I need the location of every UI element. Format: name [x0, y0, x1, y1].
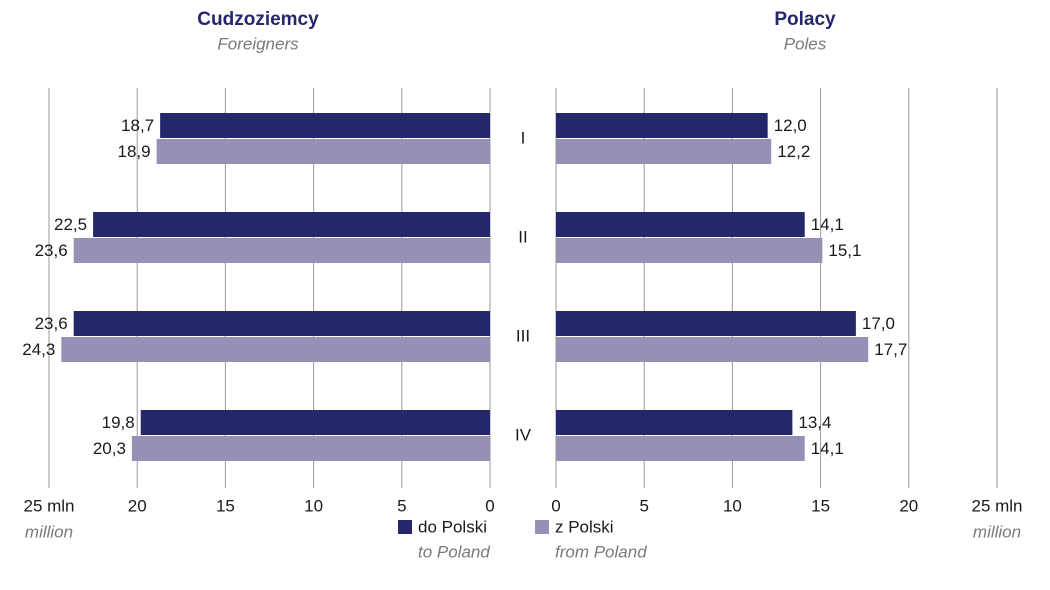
panel-subtitle: Foreigners — [217, 34, 299, 53]
data-label: 13,4 — [798, 413, 831, 432]
x-tick-label: 25 mln — [971, 496, 1022, 515]
data-label: 17,7 — [874, 340, 907, 359]
bar — [156, 139, 490, 164]
category-label: IV — [515, 425, 532, 444]
bar — [73, 238, 491, 263]
x-axis-unit: million — [973, 522, 1021, 541]
x-tick-label: 10 — [723, 496, 742, 515]
data-label: 19,8 — [102, 413, 135, 432]
x-tick-label: 5 — [397, 496, 406, 515]
data-label: 12,0 — [774, 116, 807, 135]
bar — [73, 311, 491, 336]
bar — [556, 410, 793, 435]
bar — [93, 212, 490, 237]
bar — [556, 212, 805, 237]
data-label: 17,0 — [862, 314, 895, 333]
category-label: I — [521, 128, 526, 147]
data-label: 18,9 — [118, 142, 151, 161]
x-tick-label: 15 — [216, 496, 235, 515]
bar — [556, 337, 869, 362]
x-tick-label: 15 — [811, 496, 830, 515]
data-label: 18,7 — [121, 116, 154, 135]
data-label: 20,3 — [93, 439, 126, 458]
x-tick-label: 20 — [128, 496, 147, 515]
data-label: 23,6 — [35, 314, 68, 333]
panel-subtitle: Poles — [784, 34, 827, 53]
data-label: 23,6 — [35, 241, 68, 260]
x-tick-label: 10 — [304, 496, 323, 515]
legend-translation: from Poland — [555, 542, 647, 561]
x-tick-label: 5 — [639, 496, 648, 515]
x-tick-label: 25 mln — [23, 496, 74, 515]
bar — [131, 436, 490, 461]
x-axis-unit: million — [25, 522, 73, 541]
legend-label: z Polski — [555, 517, 614, 536]
bar — [556, 436, 805, 461]
x-tick-label: 20 — [899, 496, 918, 515]
category-label: III — [516, 326, 530, 345]
legend-swatch — [535, 520, 549, 534]
bar — [140, 410, 490, 435]
data-label: 15,1 — [828, 241, 861, 260]
bar — [556, 139, 772, 164]
data-label: 24,3 — [22, 340, 55, 359]
data-label: 14,1 — [811, 439, 844, 458]
bar — [556, 311, 856, 336]
bar — [556, 238, 823, 263]
category-label: II — [518, 227, 527, 246]
legend-translation: to Poland — [418, 542, 490, 561]
bar — [160, 113, 490, 138]
bar — [556, 113, 768, 138]
x-tick-label: 0 — [485, 496, 494, 515]
panel-title: Cudzoziemcy — [197, 9, 319, 30]
legend-label: do Polski — [418, 517, 487, 536]
data-label: 14,1 — [811, 215, 844, 234]
x-tick-label: 0 — [551, 496, 560, 515]
data-label: 12,2 — [777, 142, 810, 161]
data-label: 22,5 — [54, 215, 87, 234]
legend-swatch — [398, 520, 412, 534]
panel-title: Polacy — [774, 9, 836, 30]
bar — [61, 337, 491, 362]
